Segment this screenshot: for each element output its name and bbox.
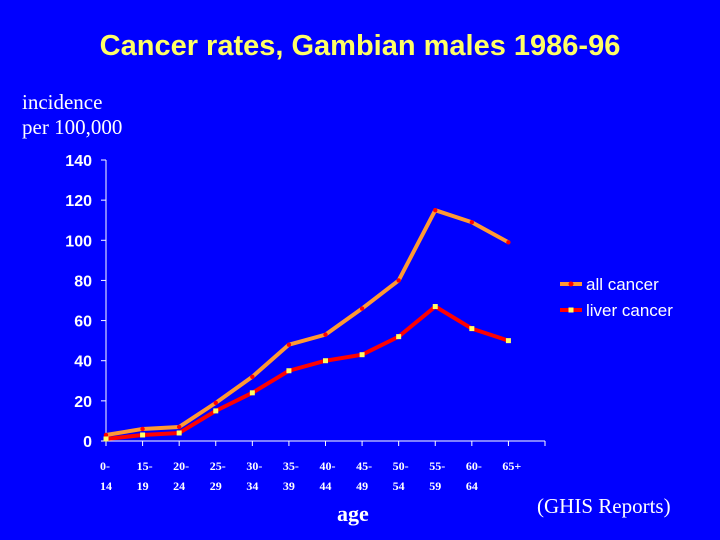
data-point-liver-cancer [176, 430, 182, 436]
y-tick-label: 0 [83, 434, 92, 451]
data-point-all-cancer [250, 374, 255, 379]
x-tick-label: 55- [429, 459, 445, 473]
series-line-liver-cancer [105, 304, 510, 441]
legend-marker-liver-cancer [568, 307, 574, 313]
data-point-liver-cancer [359, 352, 365, 358]
y-axis-label-line2: per 100,000 [22, 115, 123, 139]
chart-legend: all cancer liver cancer [560, 275, 673, 320]
y-tick-label: 80 [74, 273, 92, 290]
x-tick-label: 25- [210, 459, 226, 473]
x-tick-label: 34 [246, 479, 258, 493]
chart-title: Cancer rates, Gambian males 1986-96 [99, 30, 621, 62]
x-tick-label: 35- [283, 459, 299, 473]
x-tick-label: 65+ [502, 459, 521, 473]
data-point-all-cancer [396, 278, 401, 283]
data-point-all-cancer [469, 220, 475, 225]
x-tick-label: 44 [320, 479, 332, 493]
data-point-all-cancer [323, 332, 328, 337]
data-point-liver-cancer [249, 390, 255, 396]
x-axis-label: age [337, 501, 369, 526]
x-tick-label: 19 [137, 479, 149, 493]
legend-marker-all-cancer [568, 281, 574, 287]
data-point-all-cancer [286, 342, 292, 347]
x-tick-label: 50- [393, 459, 409, 473]
x-tick-label: 49 [356, 479, 368, 493]
y-tick-label: 60 [74, 314, 92, 331]
y-tick-label: 20 [74, 394, 92, 411]
data-point-liver-cancer [432, 304, 438, 310]
x-tick-label: 15- [137, 459, 153, 473]
y-tick-label: 100 [65, 233, 92, 250]
data-point-liver-cancer [140, 432, 146, 438]
x-tick-label: 30- [246, 459, 262, 473]
x-tick-label: 40- [320, 459, 336, 473]
data-point-all-cancer [140, 426, 145, 432]
x-tick-label: 59 [429, 479, 441, 493]
y-tick-labels: 0 20 40 60 80 100 120 140 [65, 153, 92, 451]
x-tick-label: 60- [466, 459, 482, 473]
y-tick-label: 120 [65, 193, 92, 210]
chart-axes [101, 159, 546, 446]
source-note: (GHIS Reports) [537, 494, 671, 518]
data-point-all-cancer [213, 400, 218, 406]
data-point-all-cancer [359, 306, 365, 311]
y-tick-label: 140 [65, 153, 92, 170]
series-line-all-cancer [105, 208, 510, 437]
x-tick-labels: 0- 14 15- 19 20- 24 25- 29 30- 34 35- 39 40- 44 45- 49 5… [100, 459, 521, 493]
data-point-liver-cancer [505, 338, 511, 344]
x-tick-label: 29 [210, 479, 222, 493]
data-point-liver-cancer [323, 358, 328, 364]
x-tick-label: 0- [100, 459, 110, 473]
y-axis-label: incidence per 100,000 [22, 90, 122, 140]
legend-label-liver-cancer: liver cancer [586, 301, 673, 320]
y-tick-label: 40 [74, 354, 92, 371]
x-tick-label: 64 [466, 479, 478, 493]
data-point-all-cancer [506, 240, 511, 245]
x-tick-label: 20- [173, 459, 189, 473]
data-point-all-cancer [433, 207, 438, 213]
y-axis-label-line1: incidence [22, 90, 103, 114]
x-tick-label: 14 [100, 479, 112, 493]
x-tick-label: 24 [173, 479, 185, 493]
data-point-liver-cancer [469, 326, 475, 332]
legend-label-all-cancer: all cancer [586, 275, 659, 294]
data-point-liver-cancer [103, 436, 109, 442]
x-tick-label: 54 [393, 479, 405, 493]
chart-series [103, 207, 511, 442]
data-point-liver-cancer [286, 368, 292, 374]
data-point-all-cancer [103, 432, 109, 438]
data-point-all-cancer [176, 424, 182, 430]
x-tick-label: 39 [283, 479, 295, 493]
data-point-liver-cancer [396, 334, 402, 340]
data-point-liver-cancer [213, 408, 219, 414]
x-tick-label: 45- [356, 459, 372, 473]
